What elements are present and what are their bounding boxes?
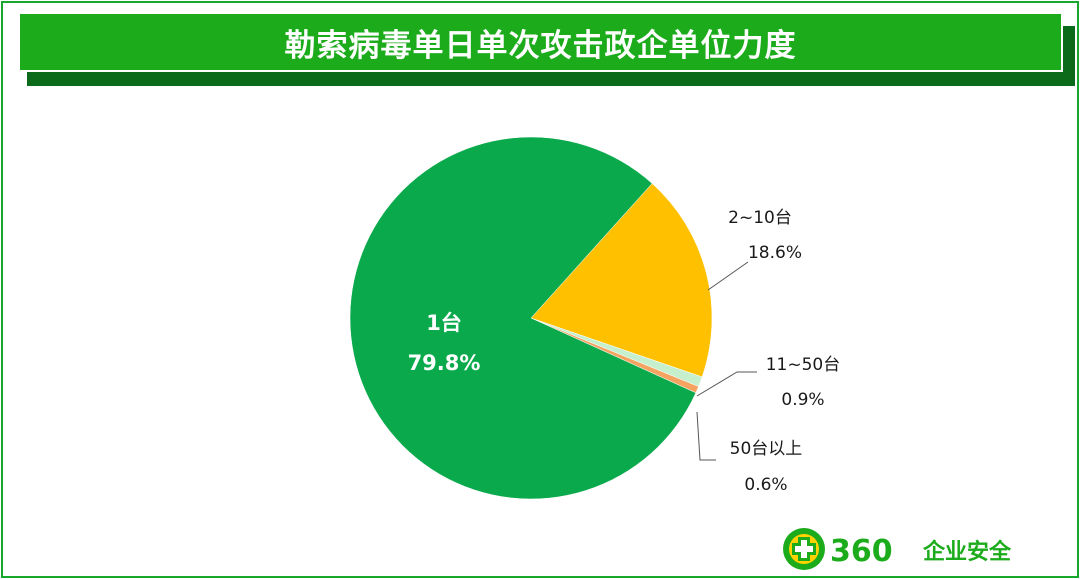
slice-label-2: 2~10台 [728, 208, 792, 228]
slice-value-1: 79.8% [408, 351, 481, 375]
slice-label-4: 50台以上 [730, 439, 803, 459]
slice-label-1: 1台 [426, 311, 462, 335]
leader-line-2 [707, 261, 749, 291]
logo-number: 360 [830, 534, 893, 569]
leader-line-4 [696, 411, 716, 461]
slice-value-2: 18.6% [748, 243, 802, 263]
title-banner: 勒索病毒单日单次攻击政企单位力度 [18, 12, 1063, 72]
slice-value-3: 0.9% [781, 390, 824, 410]
slice-label-3: 11~50台 [766, 355, 841, 375]
pie-slice-1 [349, 136, 697, 500]
slice-value-4: 0.6% [744, 475, 787, 495]
page-title: 勒索病毒单日单次攻击政企单位力度 [284, 27, 797, 64]
leader-line-3 [696, 371, 757, 397]
360-plus-icon [783, 528, 825, 570]
pie-slice-2 [530, 183, 713, 378]
brand-logo: 360 企业安全 [783, 528, 1012, 570]
logo-text: 企业安全 [922, 539, 1012, 565]
pie-slices [349, 136, 713, 500]
